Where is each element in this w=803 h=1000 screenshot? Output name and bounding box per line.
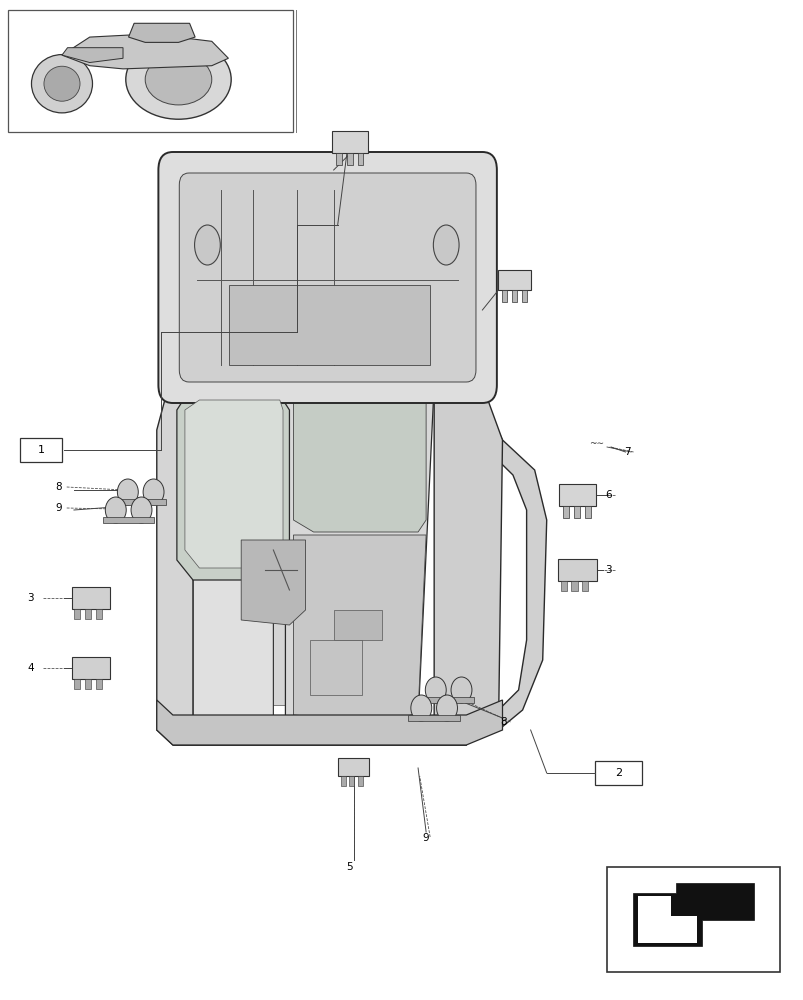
Polygon shape: [521, 290, 527, 302]
Polygon shape: [563, 506, 569, 518]
Text: 3: 3: [27, 593, 34, 603]
Bar: [74, 609, 80, 619]
Bar: [333, 610, 381, 640]
Polygon shape: [336, 153, 341, 165]
Circle shape: [410, 695, 431, 721]
Bar: [96, 609, 102, 619]
Polygon shape: [173, 715, 466, 745]
Polygon shape: [293, 535, 426, 722]
Circle shape: [450, 677, 471, 703]
Polygon shape: [482, 415, 546, 730]
Polygon shape: [585, 506, 590, 518]
Bar: [422, 697, 474, 703]
Polygon shape: [177, 385, 289, 580]
Bar: [96, 679, 102, 689]
Polygon shape: [512, 290, 516, 302]
Polygon shape: [497, 270, 531, 290]
Bar: [85, 679, 91, 689]
FancyBboxPatch shape: [158, 152, 496, 403]
Text: 7: 7: [623, 447, 630, 457]
Polygon shape: [62, 34, 228, 69]
Ellipse shape: [44, 66, 80, 101]
Polygon shape: [128, 23, 195, 42]
Ellipse shape: [31, 55, 92, 113]
Text: 1: 1: [38, 445, 44, 455]
Polygon shape: [241, 540, 305, 625]
Polygon shape: [357, 153, 363, 165]
Text: 9: 9: [55, 503, 62, 513]
Bar: [349, 776, 353, 786]
Bar: [103, 517, 154, 523]
Bar: [357, 776, 362, 786]
Bar: [71, 587, 110, 609]
Bar: [20, 438, 62, 462]
Text: 9: 9: [422, 833, 429, 843]
Polygon shape: [157, 700, 502, 745]
Circle shape: [143, 479, 164, 505]
Polygon shape: [185, 400, 283, 568]
Text: 5: 5: [346, 862, 353, 872]
Ellipse shape: [194, 225, 220, 265]
Bar: [115, 499, 166, 505]
Circle shape: [436, 695, 457, 721]
Polygon shape: [632, 883, 753, 946]
Bar: [85, 609, 91, 619]
Polygon shape: [62, 48, 123, 63]
Ellipse shape: [145, 54, 211, 105]
Polygon shape: [434, 385, 502, 735]
Text: 8: 8: [499, 717, 506, 727]
Text: 6: 6: [605, 490, 611, 500]
Bar: [560, 581, 566, 591]
Bar: [581, 581, 588, 591]
Polygon shape: [346, 153, 353, 165]
Bar: [340, 776, 345, 786]
Polygon shape: [293, 400, 426, 532]
Bar: [557, 559, 596, 581]
Bar: [74, 679, 80, 689]
Bar: [229, 285, 430, 365]
Circle shape: [117, 479, 138, 505]
Text: 4: 4: [27, 663, 34, 673]
Polygon shape: [331, 131, 368, 153]
Text: 2: 2: [614, 768, 621, 778]
Text: ~∼: ~∼: [589, 440, 603, 448]
Bar: [71, 657, 110, 679]
Polygon shape: [558, 484, 595, 506]
Circle shape: [131, 497, 152, 523]
Bar: [606, 867, 779, 972]
Bar: [571, 581, 577, 591]
Circle shape: [425, 677, 446, 703]
Polygon shape: [285, 385, 434, 730]
Polygon shape: [209, 410, 410, 705]
Polygon shape: [638, 896, 696, 943]
Ellipse shape: [125, 40, 231, 119]
Polygon shape: [501, 290, 507, 302]
Circle shape: [105, 497, 126, 523]
Polygon shape: [193, 385, 273, 740]
Bar: [309, 640, 361, 695]
Bar: [338, 758, 369, 776]
Bar: [594, 761, 641, 785]
Text: 8: 8: [55, 482, 62, 492]
Polygon shape: [573, 506, 580, 518]
Text: 3: 3: [605, 565, 611, 575]
FancyBboxPatch shape: [179, 173, 475, 382]
Bar: [408, 715, 459, 721]
Polygon shape: [157, 385, 193, 745]
Bar: [8, 10, 293, 132]
Ellipse shape: [433, 225, 459, 265]
